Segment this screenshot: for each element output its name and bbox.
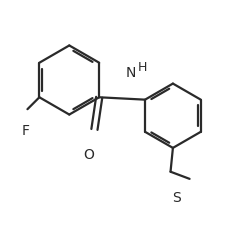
Text: F: F (21, 124, 29, 138)
Text: H: H (137, 61, 147, 74)
Text: O: O (83, 148, 94, 162)
Text: N: N (126, 66, 136, 80)
Text: S: S (172, 191, 181, 205)
